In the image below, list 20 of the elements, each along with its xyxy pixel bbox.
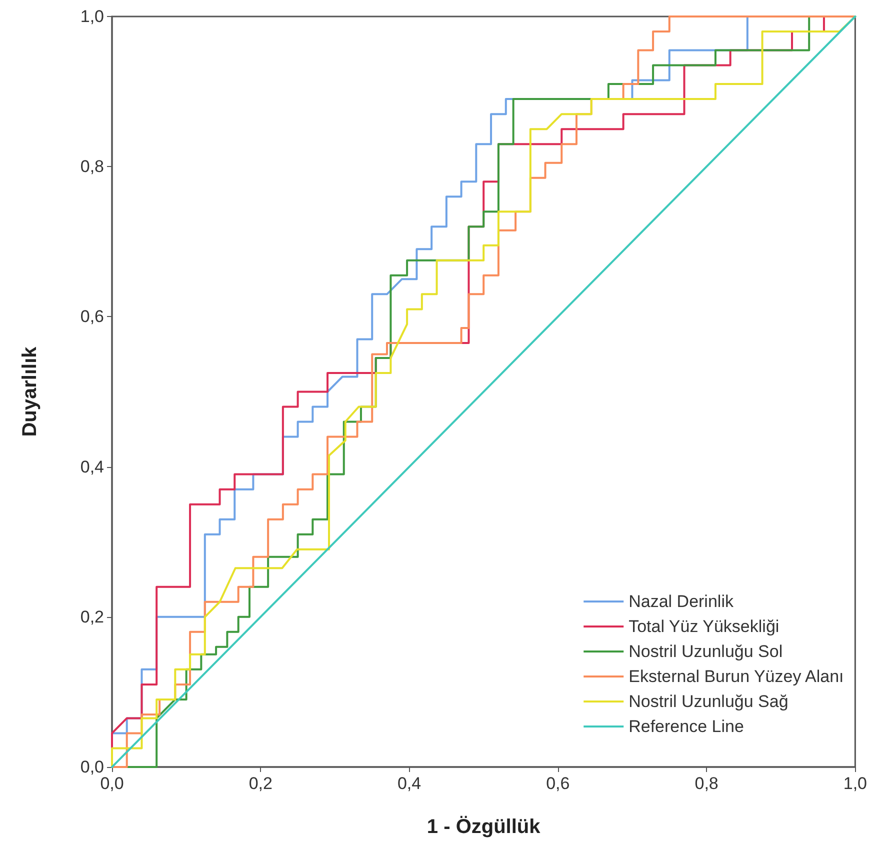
legend-label: Nostril Uzunluğu Sol: [628, 642, 783, 661]
legend-label: Nostril Uzunluğu Sağ: [628, 692, 788, 711]
y-tick-label: 0,2: [80, 607, 104, 626]
x-axis-title: 1 - Özgüllük: [426, 815, 542, 838]
legend-label: Eksternal Burun Yüzey Alanı: [628, 667, 844, 686]
x-tick-label: 0,8: [694, 774, 718, 793]
x-tick-label: 0,6: [546, 774, 570, 793]
y-tick-label: 1,0: [80, 7, 104, 26]
x-tick-label: 0,0: [100, 774, 124, 793]
y-tick-label: 0,8: [80, 157, 104, 176]
legend-label: Reference Line: [628, 717, 744, 736]
x-tick-label: 1,0: [843, 774, 868, 793]
legend-label: Total Yüz Yüksekliği: [628, 617, 780, 636]
y-axis-title: Duyarlılık: [19, 346, 41, 437]
x-tick-label: 0,2: [248, 774, 272, 793]
y-tick-label: 0,6: [80, 307, 104, 326]
legend-label: Nazal Derinlik: [628, 592, 734, 611]
y-tick-label: 0,0: [80, 758, 104, 776]
y-tick-label: 0,4: [80, 457, 104, 476]
x-tick-label: 0,4: [397, 774, 422, 793]
